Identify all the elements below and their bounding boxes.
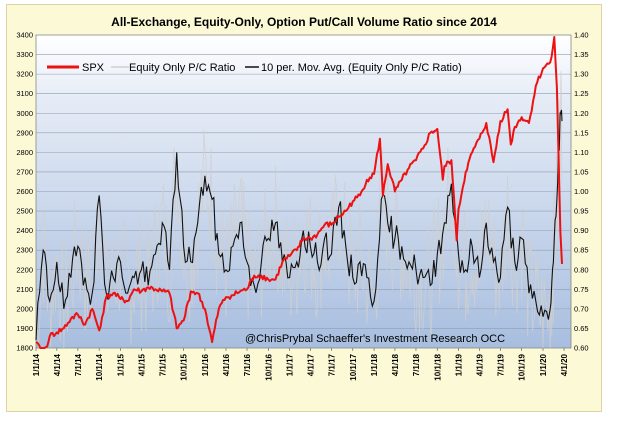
x-tick-label: 1/1/18 (370, 353, 379, 376)
x-tick-label: 4/1/16 (222, 353, 231, 376)
left-tick-label: 2800 (16, 148, 33, 157)
left-tick-label: 2000 (16, 304, 33, 313)
x-tick-label: 10/1/17 (349, 353, 358, 380)
right-axis-ticks: 0.60 0.65 0.70 0.75 0.80 0.85 0.90 0.95 1.00 1.05… (574, 31, 589, 353)
right-tick-label: 1.35 (574, 50, 589, 59)
left-tick-label: 3100 (16, 89, 33, 98)
left-tick-label: 2100 (16, 285, 33, 294)
x-tick-label: 7/1/14 (74, 353, 83, 376)
series-line-moving-average (35, 109, 563, 341)
right-tick-label: 1.40 (574, 31, 589, 40)
x-tick-label: 7/1/16 (243, 353, 252, 376)
x-tick-label: 4/1/20 (560, 353, 569, 376)
left-tick-label: 3200 (16, 70, 33, 79)
x-tick-label: 7/1/18 (412, 353, 421, 376)
chart-title: All-Exchange, Equity-Only, Option Put/Ca… (111, 15, 497, 29)
right-tick-label: 1.25 (574, 89, 589, 98)
left-axis-ticks: 1800 1900 2000 2100 2200 2300 2400 2500 2600 2700… (16, 31, 33, 353)
chart-svg: All-Exchange, Equity-Only, Option Put/Ca… (16, 15, 589, 381)
x-tick-label: 1/1/19 (455, 353, 464, 376)
right-tick-label: 0.85 (574, 246, 589, 255)
series-line-spx (35, 36, 563, 349)
right-tick-label: 1.00 (574, 187, 589, 196)
left-tick-label: 2200 (16, 265, 33, 274)
x-axis-ticks: 1/1/14 4/1/14 7/1/14 10/1/14 1/1/15 4/1/15 7/1… (32, 348, 569, 381)
right-tick-label: 0.75 (574, 285, 589, 294)
left-tick-label: 2900 (16, 128, 33, 137)
left-tick-label: 3000 (16, 109, 33, 118)
right-tick-label: 0.90 (574, 226, 589, 235)
x-tick-label: 1/1/16 (201, 353, 210, 376)
left-tick-label: 2500 (16, 207, 33, 216)
left-tick-label: 3300 (16, 50, 33, 59)
left-tick-label: 2600 (16, 187, 33, 196)
left-tick-label: 2400 (16, 226, 33, 235)
x-tick-label: 4/1/19 (475, 353, 484, 376)
x-tick-label: 10/1/15 (180, 353, 189, 380)
x-tick-label: 4/1/14 (53, 353, 62, 376)
right-tick-label: 1.30 (574, 70, 589, 79)
x-tick-label: 7/1/15 (158, 353, 167, 376)
x-tick-label: 4/1/17 (306, 353, 315, 376)
chart-frame: All-Exchange, Equity-Only, Option Put/Ca… (6, 4, 602, 412)
right-tick-label: 0.80 (574, 265, 589, 274)
x-tick-label: 4/1/18 (391, 353, 400, 376)
x-tick-label: 10/1/18 (433, 353, 442, 380)
right-tick-label: 1.20 (574, 109, 589, 118)
legend: SPX Equity Only P/C Ratio 10 per. Mov. A… (47, 62, 462, 74)
left-tick-label: 1900 (16, 324, 33, 333)
x-tick-label: 1/1/20 (539, 353, 548, 376)
right-tick-label: 0.70 (574, 304, 589, 313)
series-layer (35, 36, 563, 349)
right-tick-label: 0.65 (574, 324, 589, 333)
x-tick-label: 1/1/15 (116, 353, 125, 376)
left-tick-label: 2700 (16, 167, 33, 176)
x-tick-label: 1/1/17 (286, 353, 295, 376)
right-tick-label: 0.95 (574, 207, 589, 216)
left-tick-label: 2300 (16, 246, 33, 255)
right-tick-label: 0.60 (574, 344, 589, 353)
x-tick-label: 4/1/15 (137, 353, 146, 376)
x-tick-label: 10/1/16 (264, 353, 273, 380)
left-tick-label: 3400 (16, 31, 33, 40)
right-tick-label: 1.10 (574, 148, 589, 157)
legend-label-mov-avg: 10 per. Mov. Avg. (Equity Only P/C Ratio… (261, 62, 462, 74)
x-tick-label: 1/1/14 (32, 353, 41, 376)
chart-credit: @ChrisPrybal Schaeffer's Investment Rese… (245, 333, 505, 345)
right-tick-label: 1.05 (574, 167, 589, 176)
x-tick-label: 10/1/19 (518, 353, 527, 380)
legend-label-pc-ratio: Equity Only P/C Ratio (129, 62, 235, 74)
legend-label-spx: SPX (82, 62, 105, 74)
x-tick-label: 10/1/14 (95, 353, 104, 380)
x-tick-label: 7/1/19 (496, 353, 505, 376)
left-tick-label: 1800 (16, 344, 33, 353)
right-tick-label: 1.15 (574, 128, 589, 137)
x-tick-label: 7/1/17 (327, 353, 336, 376)
